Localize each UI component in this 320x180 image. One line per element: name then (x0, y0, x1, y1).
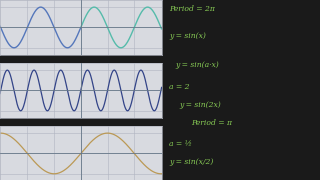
Text: y = sin(2x): y = sin(2x) (179, 101, 220, 109)
Text: Period = 2π: Period = 2π (170, 5, 215, 13)
Text: a = ½: a = ½ (170, 140, 192, 148)
Text: Period = π: Period = π (191, 119, 232, 127)
Text: y = sin(x/2): y = sin(x/2) (170, 158, 214, 166)
Text: y = sin(a·x): y = sin(a·x) (176, 61, 220, 69)
Text: a = 2: a = 2 (170, 83, 190, 91)
Text: y = sin(x): y = sin(x) (170, 32, 206, 40)
